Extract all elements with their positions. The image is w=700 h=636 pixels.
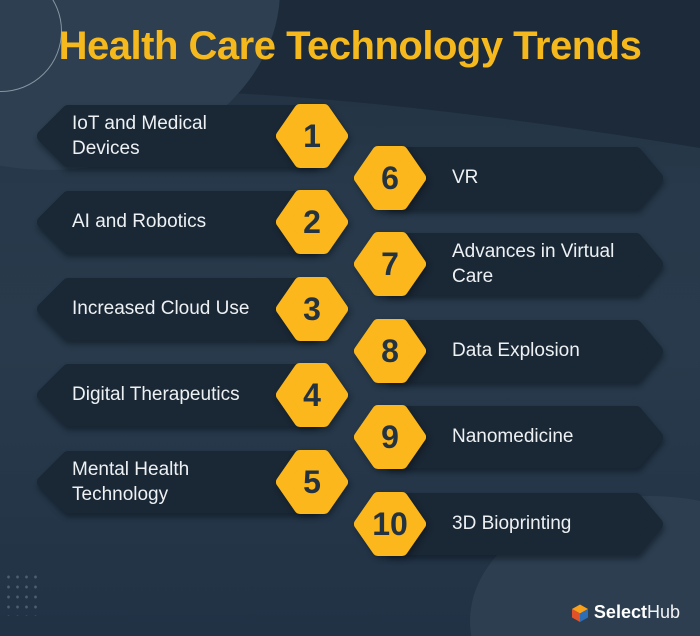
trend-number: 4 <box>303 376 321 413</box>
logo-text-select: Select <box>593 602 647 622</box>
trend-number-hexagon: 1 <box>275 103 349 169</box>
trend-number-hexagon: 6 <box>353 145 427 211</box>
trend-number-hexagon: 5 <box>275 449 349 515</box>
trend-label: Mental Health Technology <box>72 458 190 505</box>
hexagon-icon <box>354 492 426 556</box>
trend-number: 8 <box>381 332 399 369</box>
trend-label: IoT and Medical Devices <box>72 112 207 159</box>
trend-number-hexagon: 2 <box>275 189 349 255</box>
trend-row-1: IoT and Medical Devices 1 <box>36 104 348 168</box>
trend-label: Data Explosion <box>452 340 580 362</box>
page-title: Health Care Technology Trends <box>58 24 642 68</box>
hexagon-icon <box>276 190 348 254</box>
trend-number: 9 <box>381 418 399 455</box>
hexagon-icon <box>276 277 348 341</box>
trend-row-7: Advances in Virtual Care 7 <box>354 232 664 296</box>
trend-label: AI and Robotics <box>72 211 207 233</box>
hexagon-icon <box>354 319 426 383</box>
trend-number-hexagon: 3 <box>275 276 349 342</box>
trend-row-8: Data Explosion 8 <box>354 319 664 383</box>
trend-row-2: AI and Robotics 2 <box>36 190 348 254</box>
trend-number: 5 <box>303 463 321 500</box>
trend-number: 3 <box>303 290 321 327</box>
trend-label: VR <box>452 167 479 189</box>
trend-label: Increased Cloud Use <box>72 298 250 320</box>
dot-grid-decoration <box>4 572 38 616</box>
selecthub-cube-icon <box>571 604 588 622</box>
hexagon-icon <box>276 450 348 514</box>
trend-number: 10 <box>372 505 408 542</box>
hexagon-icon <box>354 146 426 210</box>
trend-label: Digital Therapeutics <box>72 384 240 406</box>
hexagon-icon <box>354 232 426 296</box>
hexagon-icon <box>276 363 348 427</box>
trend-row-10: 3D Bioprinting 10 <box>354 492 664 556</box>
trend-number: 2 <box>303 203 321 240</box>
trend-number: 1 <box>303 117 321 154</box>
trend-number-hexagon: 10 <box>353 491 427 557</box>
trend-number-hexagon: 9 <box>353 404 427 470</box>
trend-label: Advances in Virtual Care <box>452 240 615 287</box>
trend-number: 7 <box>381 245 399 282</box>
trend-number-hexagon: 4 <box>275 362 349 428</box>
trend-row-6: VR 6 <box>354 146 664 210</box>
trend-row-4: Digital Therapeutics 4 <box>36 363 348 427</box>
trend-number-hexagon: 8 <box>353 318 427 384</box>
trend-label: Nanomedicine <box>452 426 574 448</box>
logo-text-hub: Hub <box>646 602 680 622</box>
trend-row-9: Nanomedicine 9 <box>354 405 664 469</box>
hexagon-icon <box>276 104 348 168</box>
trend-label: 3D Bioprinting <box>452 513 572 535</box>
trend-number: 6 <box>381 159 399 196</box>
trend-number-hexagon: 7 <box>353 231 427 297</box>
trend-row-3: Increased Cloud Use 3 <box>36 277 348 341</box>
hexagon-icon <box>354 405 426 469</box>
selecthub-logo: Select Hub <box>571 602 680 623</box>
trend-row-5: Mental Health Technology 5 <box>36 450 348 514</box>
